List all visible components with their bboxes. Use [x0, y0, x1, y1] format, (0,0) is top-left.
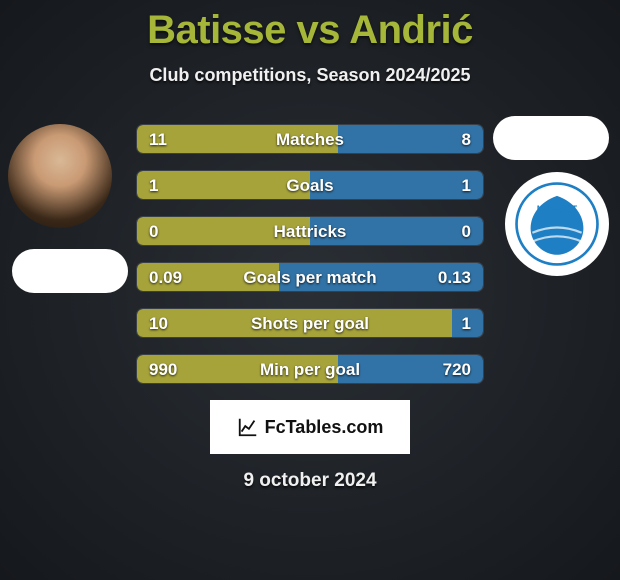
watermark-text: FcTables.com [265, 417, 384, 438]
title-left-player: Batisse [147, 8, 286, 52]
stat-right-value: 1 [462, 309, 471, 338]
stat-label: Min per goal [137, 355, 483, 384]
stat-right-value: 1 [462, 171, 471, 200]
club-logo-left [12, 249, 128, 293]
stat-right-value: 0.13 [438, 263, 471, 292]
player-photo-left [8, 124, 112, 228]
comparison-title: Batisse vs Andrić [0, 0, 620, 53]
stat-row-hattricks: 0 Hattricks 0 [136, 216, 484, 246]
title-vs: vs [297, 8, 341, 52]
stat-label: Shots per goal [137, 309, 483, 338]
stat-label: Goals [137, 171, 483, 200]
stat-label: Hattricks [137, 217, 483, 246]
shield-icon: МЛАДОСТ [513, 180, 601, 268]
club-crest-right: МЛАДОСТ [505, 172, 609, 276]
subtitle: Club competitions, Season 2024/2025 [0, 65, 620, 86]
stat-right-value: 0 [462, 217, 471, 246]
stat-row-shots-per-goal: 10 Shots per goal 1 [136, 308, 484, 338]
stat-label: Goals per match [137, 263, 483, 292]
svg-text:МЛАДОСТ: МЛАДОСТ [537, 205, 577, 214]
stat-right-value: 8 [462, 125, 471, 154]
club-logo-right [493, 116, 609, 160]
title-right-player: Andrić [349, 8, 473, 52]
stat-row-goals: 1 Goals 1 [136, 170, 484, 200]
stat-right-value: 720 [443, 355, 471, 384]
stat-row-goals-per-match: 0.09 Goals per match 0.13 [136, 262, 484, 292]
chart-icon [237, 416, 259, 438]
stat-row-min-per-goal: 990 Min per goal 720 [136, 354, 484, 384]
stats-bars: 11 Matches 8 1 Goals 1 0 Hattricks 0 0.0… [136, 124, 484, 492]
stat-row-matches: 11 Matches 8 [136, 124, 484, 154]
stat-label: Matches [137, 125, 483, 154]
watermark: FcTables.com [210, 400, 410, 454]
date: 9 october 2024 [136, 470, 484, 492]
